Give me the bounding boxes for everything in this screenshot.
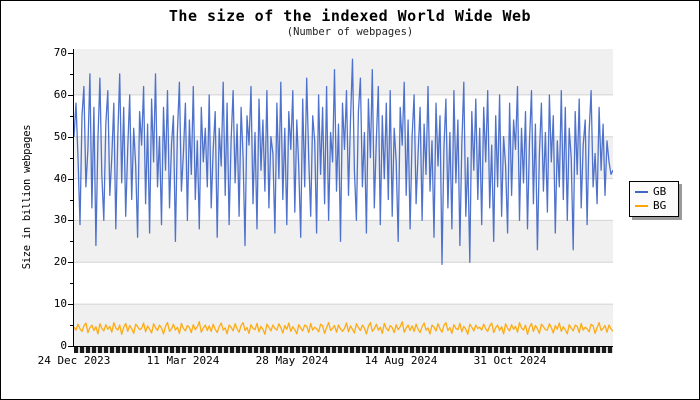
y-axis-line (73, 49, 74, 347)
plot-band (74, 220, 613, 263)
y-tick-label: 70 (53, 46, 67, 59)
bg-line (74, 321, 613, 335)
bg-label: BG (653, 199, 667, 213)
y-tick-label: 30 (53, 213, 67, 227)
y-major-tick (68, 94, 73, 96)
y-major-tick (68, 53, 73, 54)
x-tick-label: 11 Mar 2024 (146, 354, 220, 367)
x-axis-line (74, 346, 613, 347)
y-minor-tick (70, 199, 73, 201)
gb-line-swatch (635, 190, 648, 193)
x-tick-label: 28 May 2024 (255, 354, 329, 367)
bg-line-swatch (635, 205, 648, 208)
chart-subtitle: (Number of webpages) (286, 26, 414, 38)
y-major-tick (68, 220, 73, 222)
y-major-tick (68, 178, 73, 180)
y-minor-tick (70, 325, 73, 327)
x-tick-label: 31 Oct 2024 (473, 354, 547, 367)
y-tick-label: 20 (53, 255, 67, 269)
legend-item-gb: GB (635, 184, 673, 198)
y-major-tick (68, 346, 73, 347)
y-axis-title: Size in billion webpages (21, 124, 33, 270)
legend-item-bg: BG (635, 200, 673, 212)
y-minor-tick (70, 73, 73, 75)
y-major-tick (68, 262, 73, 264)
y-tick-label: 40 (53, 171, 67, 185)
plot-area (74, 49, 613, 346)
y-minor-tick (70, 241, 73, 243)
gb-line (74, 58, 613, 266)
y-tick-label: 0 (60, 339, 67, 352)
plot-band (74, 49, 613, 95)
x-tick-label: 24 Dec 2023 (37, 354, 111, 367)
y-minor-tick (70, 157, 73, 159)
y-major-tick (68, 136, 73, 138)
y-major-tick (68, 304, 73, 306)
y-tick-label: 10 (53, 297, 67, 311)
legend: GB BG (629, 181, 679, 217)
gb-label: GB (653, 184, 667, 198)
plot-band (74, 304, 613, 346)
y-tick-label: 60 (53, 87, 67, 101)
x-tick-label: 14 Aug 2024 (364, 354, 438, 367)
y-tick-label: 50 (53, 129, 67, 143)
y-minor-tick (70, 283, 73, 285)
chart-title: The size of the indexed World Wide Web (168, 7, 532, 25)
x-axis-tick-band (74, 347, 613, 353)
y-minor-tick (70, 115, 73, 117)
